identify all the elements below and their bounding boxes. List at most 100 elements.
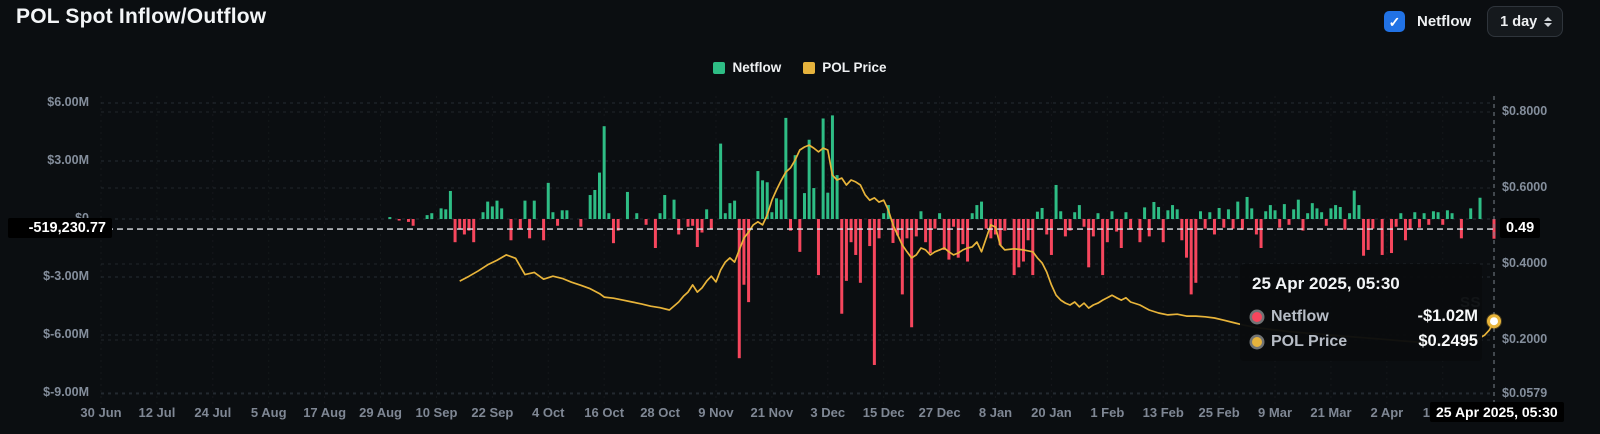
y-axis-label-right: $0.4000 (1502, 256, 1548, 270)
netflow-bar (1222, 219, 1226, 228)
netflow-bar (1063, 219, 1067, 237)
netflow-bar (1264, 211, 1268, 219)
y-axis-label-right: $0.2000 (1502, 332, 1548, 346)
netflow-bar (1441, 219, 1445, 225)
netflow-bar (472, 219, 476, 243)
current-netflow-badge: -519,230.77 (8, 218, 112, 239)
tooltip-pol-price-value: $0.2495 (1418, 332, 1478, 350)
netflow-bar (425, 215, 429, 219)
legend-item-netflow[interactable]: Netflow (713, 60, 781, 75)
netflow-bar (1157, 207, 1161, 219)
netflow-bar (593, 190, 597, 219)
checkmark-icon: ✓ (1388, 13, 1401, 30)
netflow-bar (1403, 219, 1407, 241)
x-axis-label: 22 Sep (471, 405, 514, 420)
netflow-bar (733, 200, 737, 219)
netflow-bar (849, 219, 853, 243)
netflow-bar (406, 219, 410, 222)
netflow-bar (607, 213, 611, 219)
x-axis-label: 24 Jul (194, 405, 232, 420)
netflow-bar (1059, 211, 1063, 219)
netflow-bar (1017, 219, 1021, 268)
netflow-bar (1366, 219, 1370, 250)
netflow-bar (1166, 210, 1170, 219)
interval-select[interactable]: 1 day (1487, 6, 1564, 37)
netflow-bar (1068, 219, 1072, 231)
tooltip-netflow-label: Netflow (1271, 307, 1329, 325)
netflow-bar (938, 213, 942, 219)
netflow-dot-icon (1252, 311, 1262, 322)
netflow-bar (481, 212, 485, 219)
netflow-bar (737, 219, 741, 359)
netflow-bar (1045, 219, 1049, 235)
netflow-bar (1352, 190, 1356, 219)
netflow-bar (719, 143, 723, 219)
x-axis-label: 21 Mar (1310, 405, 1352, 420)
netflow-bar (565, 210, 569, 219)
netflow-bar (597, 172, 601, 219)
x-axis-label: 20 Jan (1031, 405, 1072, 420)
netflow-bar (1175, 209, 1179, 219)
netflow-bar (1096, 213, 1100, 219)
netflow-bar (677, 219, 681, 235)
netflow-bar (1003, 219, 1007, 231)
netflow-bar (686, 219, 690, 227)
netflow-bar (1478, 197, 1482, 219)
legend-label-pol-price: POL Price (822, 60, 887, 75)
netflow-bar (518, 219, 522, 229)
x-axis-label: 17 Aug (303, 405, 347, 420)
netflow-bar (1194, 219, 1198, 283)
x-axis-label: 15 Dec (862, 405, 905, 420)
netflow-bar (1329, 208, 1333, 219)
netflow-bar (625, 191, 629, 219)
netflow-bar (1049, 219, 1053, 255)
netflow-bar (1362, 219, 1366, 256)
tooltip-netflow-value: -$1.02M (1417, 307, 1478, 325)
netflow-bar (1087, 219, 1091, 268)
netflow-bar (756, 171, 760, 219)
netflow-bar (523, 200, 527, 219)
netflow-bar (966, 219, 970, 262)
netflow-bar (1273, 210, 1277, 219)
netflow-bar (1315, 208, 1319, 219)
netflow-bar (728, 203, 732, 219)
netflow-bar (1259, 219, 1263, 248)
netflow-bar (672, 199, 676, 219)
tooltip-row-pol-price: POL Price $0.2495 (1252, 332, 1478, 351)
x-axis-label: 12 Jul (138, 405, 176, 420)
netflow-bar (1417, 219, 1421, 228)
netflow-bar (947, 219, 951, 260)
x-axis-label: 25 Feb (1198, 405, 1240, 420)
netflow-bar (872, 219, 876, 365)
netflow-bar (835, 175, 839, 219)
netflow-bar (1217, 207, 1221, 219)
netflow-bar (961, 219, 965, 245)
netflow-checkbox[interactable]: ✓ (1384, 11, 1405, 32)
netflow-bar (1431, 211, 1435, 219)
netflow-bar (844, 219, 848, 281)
legend-item-pol-price[interactable]: POL Price (803, 60, 887, 75)
y-axis-label-right: $0.8000 (1502, 104, 1548, 118)
netflow-bar (882, 213, 886, 219)
netflow-bar (854, 219, 858, 255)
netflow-bar (1348, 213, 1352, 219)
netflow-bar (1436, 212, 1440, 219)
chart-tooltip: 25 Apr 2025, 05:30 Netflow -$1.02M POL P… (1240, 264, 1482, 361)
netflow-toggle-label[interactable]: Netflow (1417, 13, 1472, 30)
netflow-bar (784, 117, 788, 219)
netflow-bar (830, 115, 834, 219)
netflow-bar (691, 219, 695, 226)
chart-legend: Netflow POL Price (0, 60, 1600, 75)
y-axis-label-left: $3.00M (47, 153, 89, 167)
netflow-bar (1422, 213, 1426, 219)
netflow-bar (556, 219, 560, 226)
netflow-bar (439, 208, 443, 219)
netflow-bar (821, 118, 825, 219)
netflow-bar (500, 208, 504, 219)
y-axis-label-left: $-6.00M (43, 327, 89, 341)
netflow-bar (1147, 219, 1151, 237)
x-axis-label: 13 Feb (1142, 405, 1184, 420)
netflow-bar (1124, 212, 1128, 219)
netflow-bar (1110, 211, 1114, 219)
